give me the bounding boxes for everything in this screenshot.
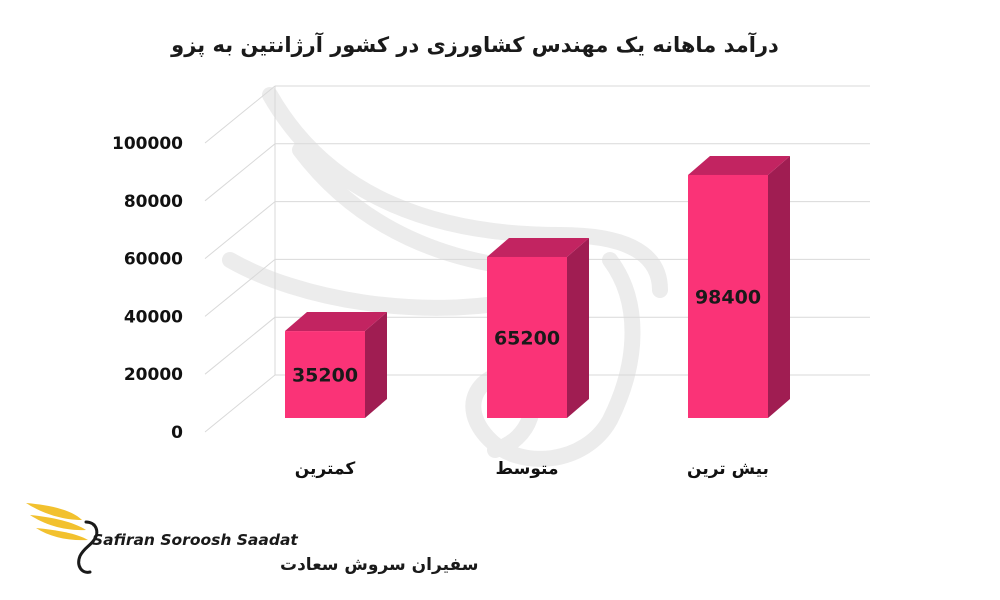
y-tick-label: 40000	[124, 307, 183, 327]
bar-front	[688, 174, 768, 418]
bar-side	[768, 155, 790, 418]
bar-top	[487, 237, 589, 257]
bar-front	[285, 331, 365, 418]
bar-side	[567, 237, 589, 418]
data-label: 98400	[695, 286, 761, 308]
gridline-floor-5	[204, 85, 276, 144]
bar	[688, 155, 790, 418]
brand-logo: Safiran Soroosh Saadat سفیران سروش سعادت	[26, 503, 478, 575]
gridline-floor-1	[204, 316, 276, 375]
gridline-floor-4	[204, 143, 276, 202]
bar	[285, 312, 387, 418]
bar-side	[365, 312, 387, 418]
phoenix-logo-icon	[26, 503, 99, 574]
gridline-floor-2	[204, 259, 276, 317]
x-category-label: متوسط	[495, 459, 558, 479]
brand-name-en: Safiran Soroosh Saadat	[92, 531, 298, 549]
bar-top	[688, 155, 790, 175]
bar-top	[285, 312, 387, 332]
bar-front	[487, 256, 567, 418]
brand-name-fa: سفیران سروش سعادت	[280, 555, 478, 575]
y-axis-tick-labels: 0 20000 40000 60000 80000 100000	[112, 134, 183, 443]
y-tick-label: 0	[171, 423, 183, 443]
data-labels: 35200 65200 98400	[292, 286, 761, 386]
x-axis-category-labels: کمترین متوسط بیش ترین	[295, 459, 769, 479]
data-label: 35200	[292, 365, 358, 387]
x-category-label: بیش ترین	[687, 459, 769, 479]
bars	[285, 155, 790, 418]
bar	[487, 237, 589, 418]
chart-title: درآمد ماهانه یک مهندس کشاورزی در کشور آر…	[170, 32, 779, 57]
y-tick-label: 80000	[124, 192, 183, 212]
y-tick-label: 20000	[124, 365, 183, 385]
y-tick-label: 100000	[112, 134, 183, 154]
y-tick-label: 60000	[124, 250, 183, 270]
x-category-label: کمترین	[295, 459, 356, 479]
data-label: 65200	[494, 327, 560, 349]
gridline-floor-3	[204, 201, 276, 259]
gridline-floor-0	[204, 374, 276, 433]
